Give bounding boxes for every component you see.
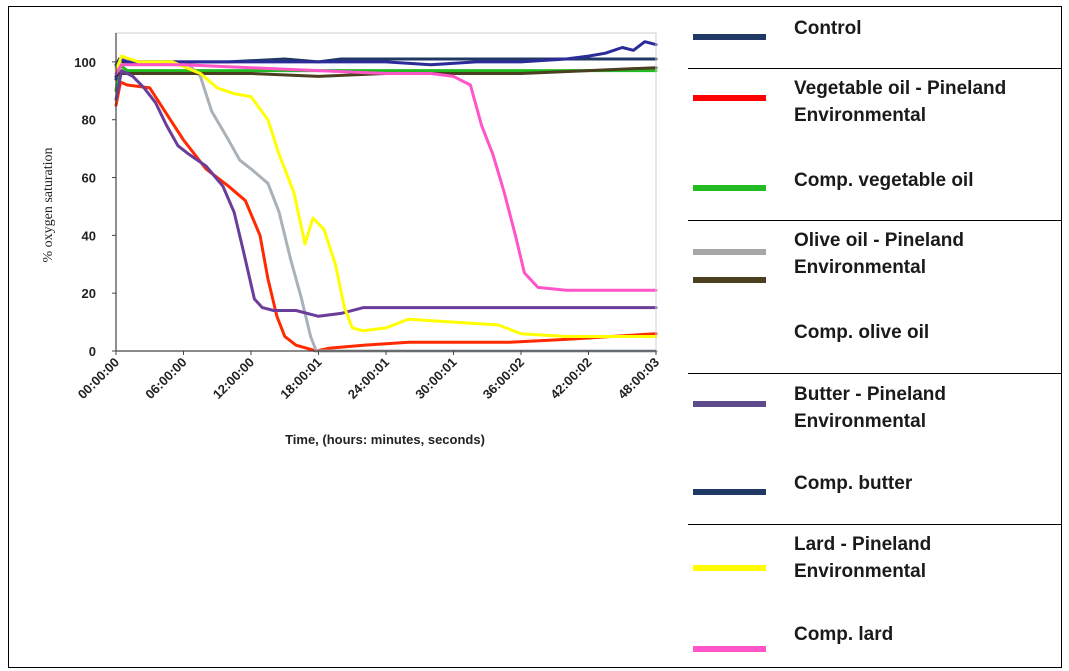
x-axis-title: Time, (hours: minutes, seconds) — [285, 432, 485, 447]
x-tick-label: 18:00:01 — [277, 355, 324, 402]
line-chart: 0 20 40 60 80 100 00:00:00 06:00:00 12:00:00 18:0… — [41, 32, 662, 447]
legend-swatch-comp-lard — [693, 646, 766, 652]
legend-label-control: Control — [794, 18, 862, 39]
legend-group-olive-oil: Olive oil - Pineland Environmental Comp.… — [688, 220, 1062, 374]
legend-swatch-comp-butter — [693, 489, 766, 495]
legend-group-control: Control — [688, 6, 1062, 69]
series-line-lard-pineland-environmental — [114, 54, 658, 338]
legend-group-butter: Butter - Pineland Environmental Comp. bu… — [688, 373, 1062, 525]
x-tick-label: 06:00:00 — [142, 355, 189, 402]
legend-label-vegetable-oil-pineland: Vegetable oil - Pineland Environmental — [794, 78, 1007, 126]
y-tick-label: 0 — [89, 344, 96, 359]
legend-label-comp-olive-oil: Comp. olive oil — [794, 322, 930, 343]
legend-swatch-comp-vegetable-oil — [693, 185, 766, 191]
series-layer — [114, 40, 658, 353]
x-tick-label: 12:00:00 — [210, 355, 257, 402]
legend-label-olive-oil-pineland: Olive oil - Pineland Environmental — [794, 230, 964, 278]
y-tick-label: 40 — [82, 228, 96, 243]
legend-label-comp-lard: Comp. lard — [794, 624, 894, 645]
legend-swatch-vegetable-oil-pineland — [693, 95, 766, 101]
legend-swatch-lard-pineland — [693, 565, 766, 571]
x-tick-label: 48:00:03 — [615, 355, 662, 402]
legend-label-lard-pineland: Lard - Pineland Environmental — [794, 534, 932, 582]
legend-label-butter-pineland: Butter - Pineland Environmental — [794, 384, 947, 432]
legend-swatch-butter-pineland — [693, 401, 766, 407]
legend-swatch-olive-oil-pineland — [693, 249, 766, 255]
series-line-comp-vegetable-oil — [114, 63, 658, 93]
x-tick-label: 30:00:01 — [412, 355, 459, 402]
y-axis-title: % oxygen saturation — [41, 147, 56, 262]
axis-layer: 0 20 40 60 80 100 00:00:00 06:00:00 12:00:00 18:0… — [74, 32, 662, 402]
y-tick-label: 80 — [82, 113, 96, 128]
x-tick-label: 24:00:01 — [345, 355, 392, 402]
y-tick-label: 100 — [74, 55, 96, 70]
legend-label-comp-butter: Comp. butter — [794, 473, 913, 494]
series-line-butter-pineland-environmental — [114, 69, 658, 318]
legend-group-vegetable-oil: Vegetable oil - Pineland Environmental C… — [688, 68, 1062, 221]
plot-area — [115, 32, 657, 352]
legend-label-comp-vegetable-oil: Comp. vegetable oil — [794, 170, 974, 191]
y-tick-label: 20 — [82, 286, 96, 301]
legend-swatch-comp-olive-oil — [693, 277, 766, 283]
legend-swatch-control — [693, 34, 766, 40]
legend: Control Vegetable oil - Pineland Environ… — [688, 6, 1062, 668]
series-line-comp-lard — [114, 63, 658, 292]
legend-group-lard: Lard - Pineland Environmental Comp. lard — [688, 524, 1062, 669]
x-tick-label: 36:00:02 — [480, 355, 527, 402]
x-tick-label: 00:00:00 — [75, 355, 122, 402]
figure-frame — [8, 6, 1062, 668]
series-line-vegetable-oil-pineland-environmental — [114, 80, 658, 353]
x-tick-label: 42:00:02 — [547, 355, 594, 402]
y-tick-label: 60 — [82, 171, 96, 186]
